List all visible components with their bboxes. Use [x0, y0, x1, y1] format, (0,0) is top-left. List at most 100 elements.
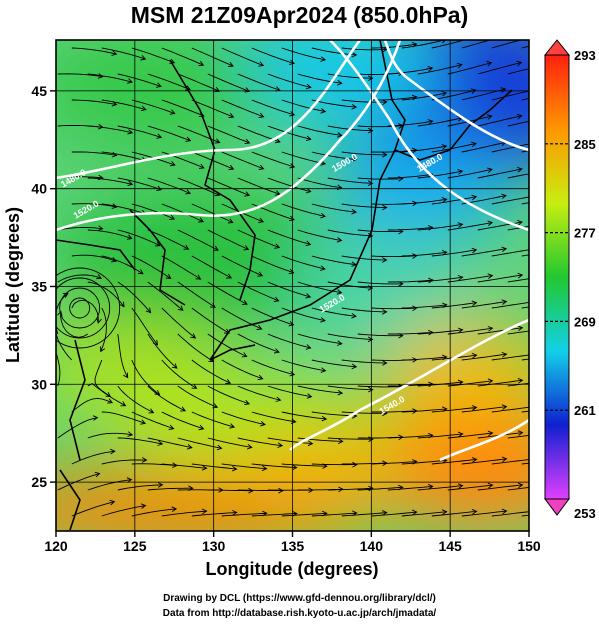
streamline-12 — [56, 322, 73, 361]
streamline-26 — [87, 229, 133, 240]
streamline-232 — [431, 141, 477, 153]
colorbar-bottom-arrow — [544, 498, 570, 516]
streamline-84 — [191, 255, 233, 279]
streamline-143 — [281, 307, 326, 323]
x-tick-label-3: 135 — [281, 538, 305, 554]
x-axis: 120 125 130 135 140 145 150 — [44, 531, 541, 554]
streamline-254 — [447, 220, 494, 231]
streamline-109 — [221, 411, 266, 427]
streamline-105 — [221, 307, 263, 330]
streamline-125 — [237, 333, 280, 354]
streamline-142 — [267, 281, 312, 299]
streamline-118 — [251, 151, 296, 169]
streamline-33 — [101, 411, 147, 425]
streamline-86 — [191, 307, 230, 334]
streamline-16 — [71, 448, 116, 465]
streamline-18 — [71, 499, 116, 517]
streamline-82 — [191, 203, 234, 224]
streamline-19 — [101, 47, 147, 61]
streamline-130 — [251, 463, 298, 471]
streamline-35 — [101, 457, 148, 465]
streamline-79 — [177, 125, 221, 144]
streamline-183 — [341, 359, 388, 366]
colorbar-ticks: 293 285 277 269 261 253 — [545, 48, 596, 521]
streamline-184 — [327, 385, 374, 393]
streamline-104 — [207, 281, 248, 305]
streamline-131 — [237, 487, 284, 494]
streamline-114 — [251, 47, 295, 65]
streamline-259 — [461, 351, 508, 361]
streamline-121 — [237, 229, 281, 249]
streamline-13 — [56, 344, 61, 387]
streamline-298 — [507, 382, 529, 387]
streamline-67 — [161, 307, 197, 339]
streamline-255 — [461, 246, 508, 257]
x-tick-label-6: 150 — [517, 538, 541, 554]
streamline-261 — [461, 404, 508, 413]
streamline-165 — [297, 385, 344, 396]
vortex-ring-10 — [69, 297, 91, 319]
streamline-62 — [147, 177, 191, 195]
streamline-134 — [267, 73, 312, 90]
colorbar-label-4: 261 — [574, 403, 596, 418]
streamline-73 — [161, 463, 208, 471]
streamline-179 — [341, 255, 388, 263]
credit-dcl: Drawing by DCL (https://www.gfd-dennou.o… — [163, 593, 436, 604]
streamline-45 — [117, 229, 161, 247]
y-axis: 25 30 35 40 45 — [31, 83, 56, 490]
streamline-46 — [131, 255, 172, 280]
vortex-ring-20 — [59, 287, 101, 329]
streamline-64 — [147, 229, 190, 250]
streamline-247 — [461, 40, 492, 49]
streamline-158 — [311, 203, 358, 215]
streamline-252 — [447, 167, 493, 179]
streamline-0 — [71, 47, 118, 56]
streamline-37 — [101, 503, 147, 517]
streamline-36 — [87, 477, 133, 491]
streamline-146 — [267, 385, 313, 399]
streamline-188 — [327, 485, 374, 492]
streamline-230 — [431, 88, 477, 101]
streamline-148 — [267, 437, 314, 447]
streamline-99 — [221, 151, 265, 170]
streamline-49 — [117, 333, 129, 379]
streamline-75 — [161, 508, 208, 517]
streamline-277 — [477, 325, 524, 335]
streamline-208 — [371, 509, 418, 517]
streamline-186 — [327, 436, 374, 442]
streamline-138 — [267, 177, 312, 194]
contour-lines — [56, 40, 529, 462]
streamline-41 — [117, 125, 163, 139]
streamline-264 — [447, 482, 494, 491]
colorbar-label-2: 277 — [574, 226, 596, 241]
x-tick-label-4: 140 — [360, 538, 384, 554]
streamline-91 — [177, 437, 223, 451]
streamline-137 — [281, 151, 327, 166]
streamline-126 — [251, 359, 296, 377]
streamline-234 — [431, 194, 478, 205]
streamline-127 — [237, 385, 282, 402]
streamline-236 — [431, 247, 478, 257]
colorbar-label-5: 253 — [574, 506, 596, 521]
streamline-155 — [297, 125, 343, 138]
y-tick-label-4: 45 — [31, 83, 47, 99]
streamline-227 — [401, 509, 448, 517]
streamline-55 — [117, 482, 164, 491]
streamline-53 — [117, 437, 164, 446]
streamline-162 — [311, 307, 357, 319]
streamline-52 — [131, 411, 175, 430]
streamline-290 — [507, 173, 529, 179]
streamline-133 — [281, 47, 327, 62]
streamline-14 — [71, 397, 114, 413]
streamline-119 — [237, 177, 281, 196]
streamline-242 — [431, 405, 478, 413]
streamline-260 — [447, 378, 494, 387]
streamline-292 — [507, 225, 529, 231]
streamline-32 — [87, 383, 127, 407]
streamline-228 — [431, 40, 473, 49]
streamline-215 — [401, 197, 448, 205]
streamline-71 — [161, 411, 205, 431]
colorbar-top-arrow — [543, 39, 571, 56]
streamline-145 — [281, 359, 327, 373]
streamline-269 — [477, 113, 523, 127]
